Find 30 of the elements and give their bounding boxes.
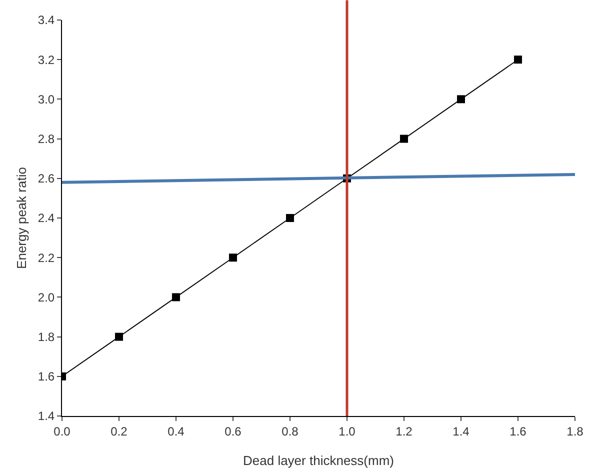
point [457,95,465,104]
x-tick-label: 0.6 [224,424,242,438]
y-axis-title: Energy peak ratio [14,167,29,269]
y-tick-label: 2.6 [38,172,55,186]
x-tick-label: 0.8 [282,424,299,438]
point [115,332,123,341]
point [286,214,294,222]
point [400,134,408,143]
x-tick-label: 0.0 [54,424,71,438]
y-tick-label: 1.8 [38,330,55,344]
x-tick-label: 0.4 [168,424,185,438]
point [172,293,180,302]
x-tick-label: 1.2 [396,424,413,438]
y-tick-label: 2.4 [38,211,55,226]
y-tick-label: 3.4 [38,13,55,28]
y-tick-label: 1.4 [38,409,55,424]
y-tick-label: 2.2 [38,250,55,265]
point [229,254,237,262]
x-tick-label: 0.2 [110,424,128,438]
x-tick-label: 1.0 [338,424,356,438]
y-tick-label: 2.0 [38,290,55,304]
point [514,56,522,64]
x-tick-label: 1.8 [566,424,584,438]
y-tick-label: 3.2 [38,52,55,67]
y-tick-label: 1.6 [38,370,55,384]
x-axis-title: Dead layer thickness(mm) [243,453,394,468]
x-tick-label: 1.6 [510,424,527,438]
y-tick-label: 3.0 [38,92,55,106]
y-tick-label: 2.8 [38,132,55,146]
x-tick-label: 1.4 [452,424,470,438]
